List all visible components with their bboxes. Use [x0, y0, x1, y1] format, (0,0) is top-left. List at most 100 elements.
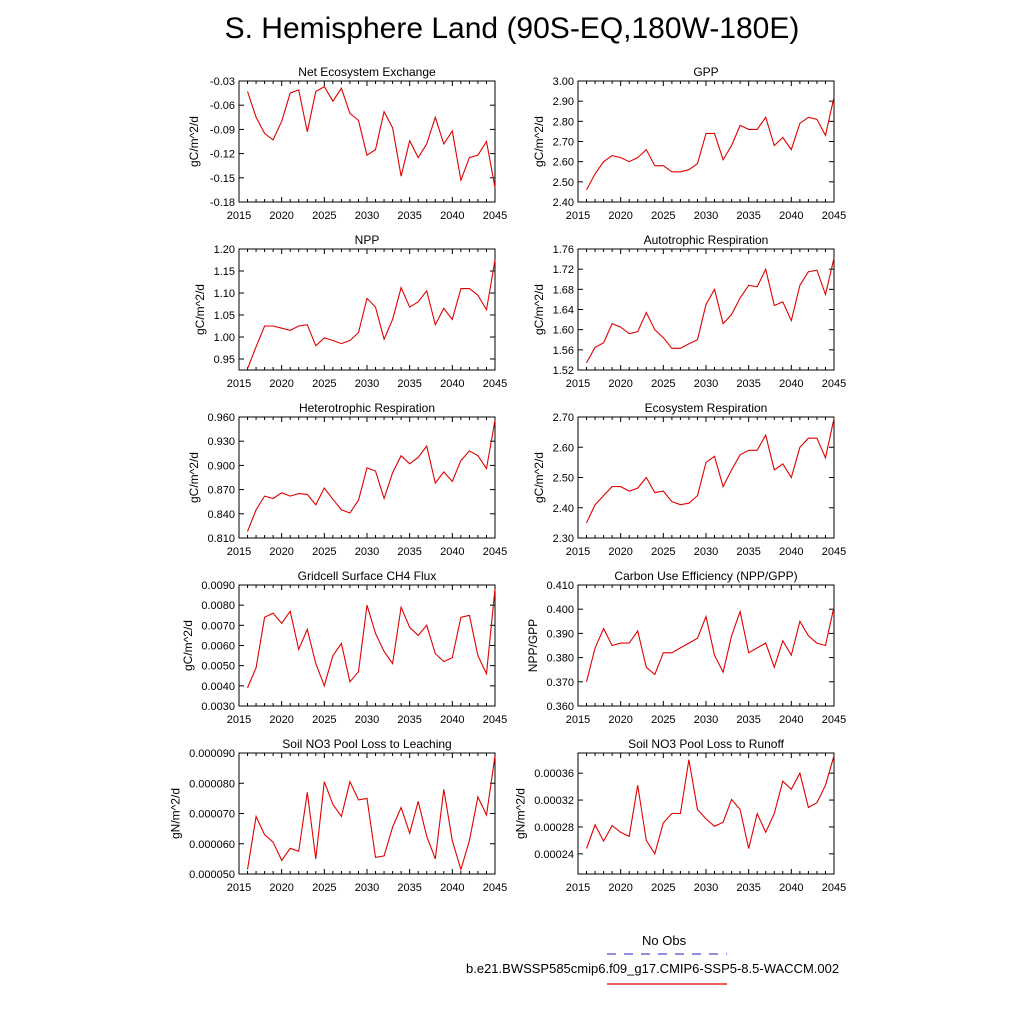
series-line [246, 85, 496, 188]
panel-net-ecosystem-exchange: Net Ecosystem Exchange 2015 2020 2025 2030 20… [187, 65, 507, 222]
y-tick-label: 0.00028 [534, 822, 574, 834]
x-tick-label: 2045 [822, 210, 846, 222]
x-tick-label: 2020 [269, 546, 293, 558]
x-tick-label: 2045 [822, 882, 846, 894]
x-tick-label: 2035 [397, 210, 421, 222]
x-tick-label: 2015 [227, 714, 251, 726]
panel-soil-no3-pool-loss-to-runoff: Soil NO3 Pool Loss to Runoff 2015 2020 2025… [514, 737, 847, 894]
x-tick-label: 2030 [355, 546, 379, 558]
x-tick-label: 2030 [355, 882, 379, 894]
x-tick-label: 2015 [227, 882, 251, 894]
x-tick-label: 2045 [822, 378, 846, 390]
y-tick-label: 1.20 [214, 244, 235, 256]
x-tick-label: 2025 [651, 882, 675, 894]
x-tick-label: 2025 [651, 714, 675, 726]
y-tick-label: 2.30 [553, 533, 574, 545]
series-line [585, 755, 835, 856]
x-tick-label: 2030 [694, 378, 718, 390]
x-tick-label: 2045 [483, 378, 507, 390]
series-line [246, 588, 496, 689]
y-tick-label: 0.00024 [534, 849, 574, 861]
panel-title: Carbon Use Efficiency (NPP/GPP) [614, 569, 797, 583]
x-tick-label: 2015 [566, 210, 590, 222]
panel-ecosystem-respiration: Ecosystem Respiration 2015 2020 2025 2030 203… [532, 401, 846, 558]
x-tick-label: 2020 [608, 882, 632, 894]
x-tick-label: 2040 [779, 882, 803, 894]
series-line [585, 606, 835, 682]
x-tick-label: 2045 [483, 546, 507, 558]
y-tick-label: 0.400 [546, 604, 574, 616]
y-tick-label: 0.000060 [189, 839, 235, 851]
x-tick-label: 2040 [440, 546, 464, 558]
x-tick-label: 2015 [566, 378, 590, 390]
y-tick-label: -0.09 [210, 124, 235, 136]
y-axis-label: gC/m^2/d [187, 116, 201, 167]
x-tick-label: 2025 [651, 546, 675, 558]
panel-title: GPP [693, 65, 718, 79]
series-line [246, 259, 496, 369]
x-tick-label: 2035 [736, 210, 760, 222]
y-tick-label: 0.0070 [201, 620, 235, 632]
y-tick-label: -0.18 [210, 197, 235, 209]
x-tick-label: 2030 [355, 714, 379, 726]
x-tick-label: 2045 [483, 210, 507, 222]
y-tick-label: 2.60 [553, 157, 574, 169]
x-tick-label: 2015 [566, 546, 590, 558]
plot-frame [577, 80, 835, 203]
y-tick-label: 0.0050 [201, 661, 235, 673]
x-tick-label: 2040 [779, 210, 803, 222]
y-tick-label: 0.000080 [189, 778, 235, 790]
x-tick-label: 2045 [822, 546, 846, 558]
y-tick-label: 0.840 [207, 509, 235, 521]
y-tick-label: 1.64 [553, 305, 574, 317]
x-tick-label: 2025 [312, 546, 336, 558]
x-tick-label: 2020 [608, 546, 632, 558]
y-tick-label: 0.870 [207, 485, 235, 497]
y-tick-label: -0.06 [210, 100, 235, 112]
y-tick-label: 0.390 [546, 628, 574, 640]
x-tick-label: 2035 [397, 714, 421, 726]
x-tick-label: 2035 [397, 546, 421, 558]
y-tick-label: 0.000050 [189, 869, 235, 881]
y-tick-label: 0.95 [214, 354, 235, 366]
y-axis-label: gC/m^2/d [532, 452, 546, 503]
y-tick-label: 0.930 [207, 436, 235, 448]
panel-npp: NPP 2015 2020 2025 2030 2035 2040 2045 0.95 1.00 1… [193, 233, 507, 390]
x-tick-label: 2030 [355, 210, 379, 222]
x-tick-label: 2045 [822, 714, 846, 726]
y-axis-label: gC/m^2/d [181, 620, 195, 671]
panel-title: Heterotrophic Respiration [299, 401, 435, 415]
y-tick-label: 1.68 [553, 284, 574, 296]
y-tick-label: 0.00036 [534, 768, 574, 780]
series-line [586, 257, 835, 364]
y-tick-label: 0.0090 [201, 580, 235, 592]
y-tick-label: 2.40 [553, 503, 574, 515]
series-line [586, 96, 835, 191]
y-tick-label: 1.52 [553, 365, 574, 377]
series-line [586, 418, 835, 524]
plot-frame [238, 248, 496, 371]
x-tick-label: 2040 [779, 546, 803, 558]
figure-title: S. Hemisphere Land (90S-EQ,180W-180E) [224, 12, 800, 45]
panel-heterotrophic-respiration: Heterotrophic Respiration 2015 2020 2025 203… [187, 401, 507, 558]
x-tick-label: 2035 [736, 546, 760, 558]
panel-title: Gridcell Surface CH4 Flux [298, 569, 437, 583]
y-tick-label: 1.10 [214, 288, 235, 300]
y-tick-label: 1.05 [214, 310, 235, 322]
y-tick-label: 2.50 [553, 177, 574, 189]
plot-frame [577, 416, 835, 539]
panel-title: Soil NO3 Pool Loss to Runoff [628, 737, 785, 751]
panel-gpp: GPP 2015 2020 2025 2030 2035 2040 2045 2.40 2.50 2… [532, 65, 846, 222]
y-tick-label: 1.72 [553, 264, 574, 276]
x-tick-label: 2025 [312, 714, 336, 726]
series-line [246, 755, 496, 872]
panel-title: Net Ecosystem Exchange [298, 65, 436, 79]
x-tick-label: 2030 [694, 714, 718, 726]
y-tick-label: 0.000090 [189, 748, 235, 760]
plot-frame [577, 584, 835, 707]
y-tick-label: 0.000070 [189, 809, 235, 821]
x-tick-label: 2015 [227, 210, 251, 222]
y-tick-label: 0.0040 [201, 681, 235, 693]
y-tick-label: 0.0060 [201, 641, 235, 653]
